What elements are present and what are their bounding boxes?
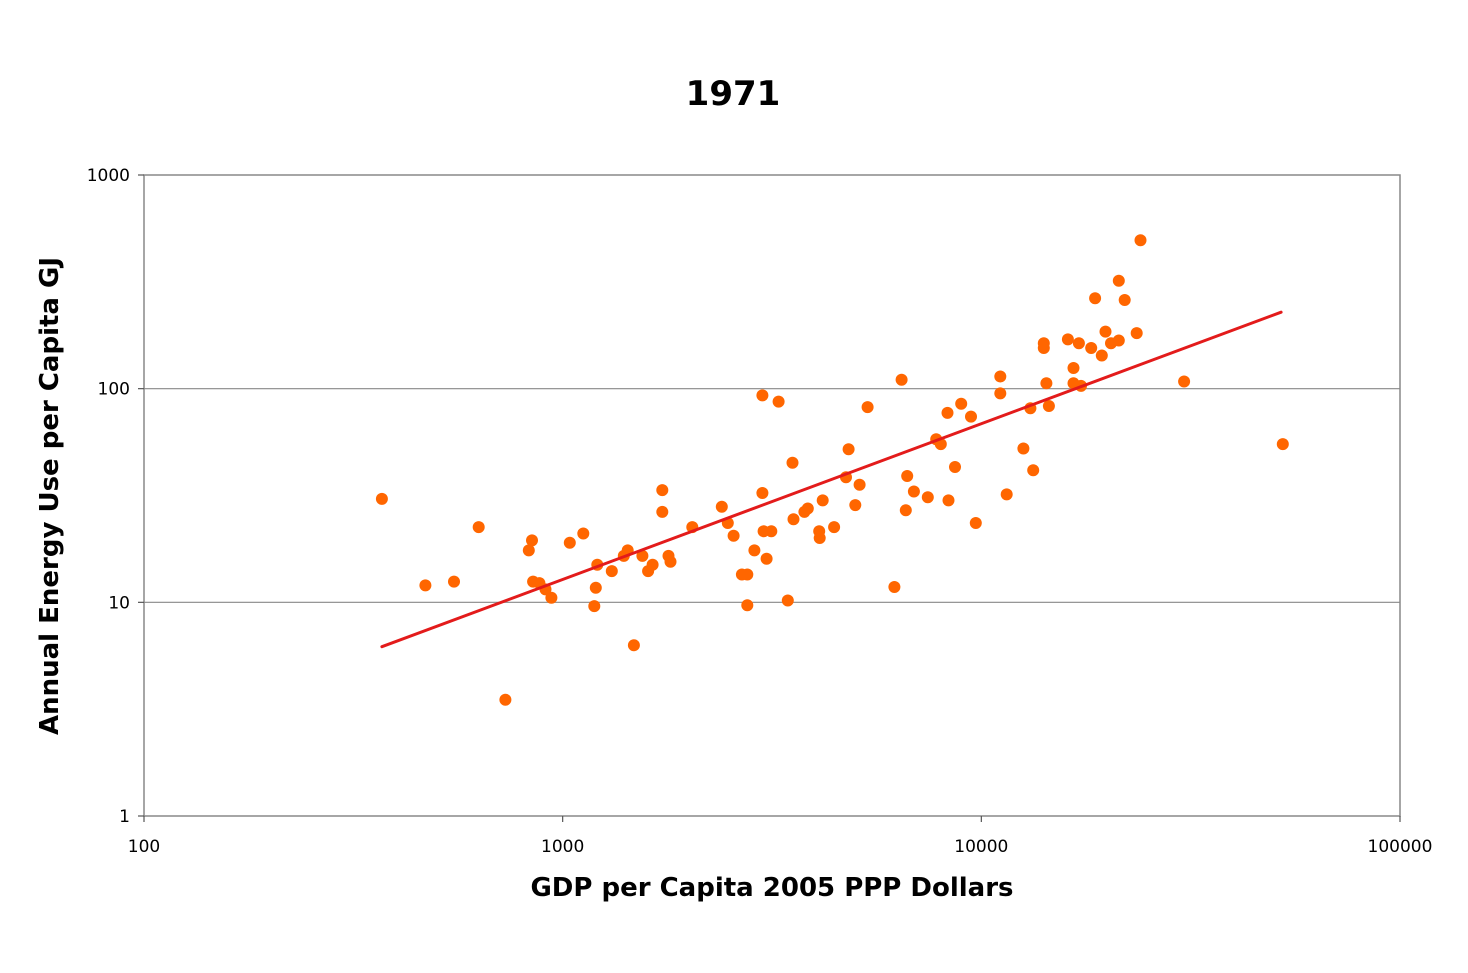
data-point	[1072, 337, 1085, 350]
data-point	[1040, 377, 1053, 390]
data-point	[545, 591, 558, 604]
data-point	[741, 599, 754, 612]
data-point	[472, 521, 485, 534]
data-point	[375, 492, 388, 505]
data-point	[955, 397, 968, 410]
y-tick-label: 10	[108, 593, 130, 613]
data-point	[1276, 438, 1289, 451]
x-axis-label: GDP per Capita 2005 PPP Dollars	[530, 873, 1013, 903]
x-tick-label: 1000	[541, 837, 584, 857]
data-point	[907, 485, 920, 498]
data-point	[1178, 375, 1191, 388]
chart-title: 1971	[686, 74, 781, 114]
x-tick-label: 100	[128, 837, 160, 857]
data-point	[499, 693, 512, 706]
data-point	[813, 532, 826, 544]
data-point	[1042, 400, 1055, 412]
data-point	[1061, 333, 1074, 346]
y-axis-ticks: 1 10 100 1000	[87, 166, 144, 827]
data-point	[965, 410, 977, 423]
data-point	[1085, 342, 1098, 354]
data-point	[842, 443, 855, 456]
data-point	[1118, 294, 1131, 306]
data-point	[715, 500, 728, 513]
data-point	[772, 395, 785, 408]
y-tick-label: 100	[98, 380, 130, 400]
data-point	[522, 544, 535, 557]
y-tick-label: 1000	[87, 166, 130, 186]
data-point	[1112, 334, 1125, 347]
grid-lines	[144, 388, 1400, 603]
y-tick-label: 1	[119, 807, 130, 827]
data-point	[781, 594, 794, 607]
data-point	[1112, 274, 1125, 287]
data-point	[888, 581, 901, 593]
data-point	[756, 389, 769, 402]
y-axis-label: Annual Energy Use per Capita GJ	[35, 257, 65, 735]
data-point	[664, 555, 677, 568]
data-point	[1067, 362, 1080, 374]
data-point	[899, 504, 912, 517]
data-point	[646, 558, 659, 571]
data-point	[1017, 442, 1030, 455]
data-point	[994, 387, 1007, 400]
data-point	[1037, 342, 1050, 354]
data-point	[942, 494, 955, 507]
data-point	[1130, 327, 1143, 340]
data-point	[563, 536, 576, 549]
data-point	[816, 494, 829, 507]
data-point	[741, 568, 754, 581]
data-point	[765, 525, 778, 538]
data-point	[1089, 292, 1102, 305]
data-point	[1095, 349, 1108, 362]
data-point	[526, 534, 538, 547]
data-point	[727, 529, 740, 542]
data-point	[1027, 464, 1040, 477]
data-point	[448, 575, 460, 588]
data-point	[605, 565, 618, 578]
data-point	[994, 370, 1007, 383]
data-point	[760, 552, 773, 565]
x-tick-label: 100000	[1368, 837, 1433, 857]
data-point	[627, 639, 640, 652]
data-point	[1134, 234, 1147, 247]
x-axis-ticks: 100 1000 10000 100000	[128, 816, 1433, 857]
data-point	[1000, 488, 1013, 501]
data-point	[577, 527, 590, 540]
data-point	[901, 470, 914, 482]
data-point	[1099, 325, 1112, 338]
data-point	[636, 549, 649, 562]
data-point	[748, 544, 761, 557]
data-point	[849, 499, 862, 512]
plot-area	[143, 174, 1401, 817]
trendline	[380, 310, 1283, 649]
data-point	[969, 517, 982, 529]
data-point	[656, 505, 669, 518]
data-point	[786, 456, 799, 469]
data-point	[656, 484, 669, 497]
data-point	[589, 581, 602, 594]
data-point	[941, 406, 954, 419]
data-point	[853, 478, 866, 491]
data-point	[801, 502, 814, 515]
data-point	[419, 579, 432, 592]
data-point	[828, 521, 841, 534]
data-point	[949, 461, 961, 473]
data-point	[588, 600, 601, 613]
data-point	[895, 373, 908, 386]
x-tick-label: 10000	[954, 837, 1008, 857]
data-point	[756, 487, 769, 499]
data-point	[787, 513, 800, 526]
data-point	[921, 491, 934, 504]
data-point	[861, 401, 874, 414]
